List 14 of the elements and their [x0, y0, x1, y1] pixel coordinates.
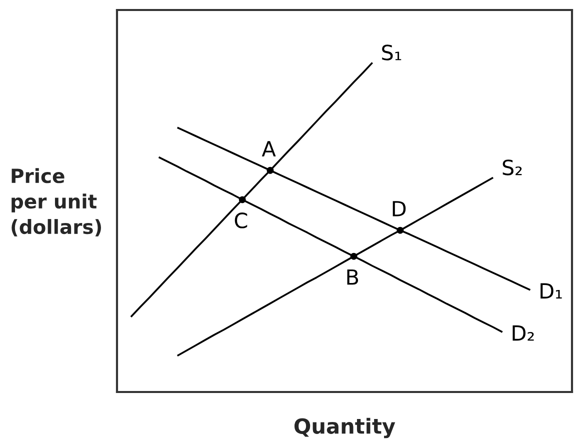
series-label: D₂	[512, 325, 534, 341]
point	[350, 252, 358, 260]
point	[238, 196, 246, 204]
series-label: B	[347, 269, 358, 285]
point	[266, 166, 274, 174]
y-axis-title: Price per unit (dollars)	[12, 168, 101, 236]
series-label: D	[392, 201, 406, 216]
series-label: S₂	[502, 160, 522, 176]
series-label: D₁	[540, 283, 562, 299]
series-label: S₁	[382, 44, 402, 60]
series-label: C	[234, 212, 248, 228]
x-axis-title: Quantity	[294, 418, 396, 438]
series-label: A	[262, 141, 276, 156]
point	[396, 226, 404, 234]
